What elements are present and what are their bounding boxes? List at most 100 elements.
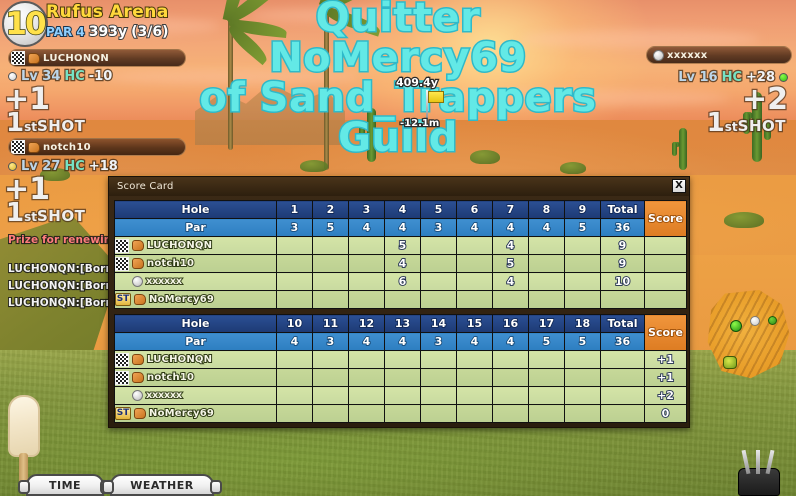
score-result-cell: 0 — [644, 404, 687, 423]
minimap-player-marker — [768, 316, 777, 325]
score-cell — [384, 350, 421, 369]
total-header: Total — [600, 200, 645, 219]
table-row[interactable]: LUCHONQN 5 4 9 — [114, 236, 687, 255]
score-header: Score — [644, 200, 687, 237]
chat-message: LUCHONQN:[Borracho — [8, 280, 140, 293]
handicap-label: HC — [63, 68, 86, 86]
table-row[interactable]: ST NoMercy69 0 — [114, 404, 687, 423]
score-cell — [312, 350, 349, 369]
golf-club-bag[interactable] — [728, 449, 790, 496]
score-cell — [564, 368, 601, 387]
score-cell — [492, 386, 529, 405]
player-name: notch10 — [146, 257, 195, 270]
table-row[interactable]: xxxxxx +2 — [114, 386, 687, 405]
score-cell — [312, 368, 349, 387]
score-cell — [276, 290, 313, 309]
time-button[interactable]: TIME — [18, 474, 112, 496]
chat-message: LUCHONQN:[Borracho — [8, 297, 140, 310]
score-cell — [528, 350, 565, 369]
weather-button[interactable]: WEATHER — [102, 474, 222, 496]
player-name: xxxxxx — [145, 275, 183, 288]
par-total: 36 — [600, 218, 645, 237]
handicap-label: HC — [63, 158, 86, 176]
score-cell — [564, 272, 601, 291]
score-cell — [348, 386, 385, 405]
player-score-luchonqn: +1 — [3, 81, 52, 119]
player-nameplate-luchonqn[interactable]: LUCHONQN — [8, 49, 186, 67]
bush — [300, 160, 328, 172]
par-label: PAR 4 — [45, 24, 86, 40]
shot-number: 1 — [5, 107, 26, 140]
flag-elevation: -12.1m — [399, 117, 441, 131]
hole-number-badge: 10 — [2, 1, 48, 47]
table-row[interactable]: notch10 +1 — [114, 368, 687, 387]
player-name-cell: notch10 — [114, 368, 277, 387]
hole-header-11: 11 — [312, 314, 349, 333]
hole-header-4: 4 — [384, 200, 421, 219]
time-button-label: TIME — [48, 478, 82, 492]
hole-header-row: Hole 10 11 12 13 14 15 16 17 18 Total Score — [114, 314, 687, 351]
score-cell — [456, 368, 493, 387]
par-value-5: 3 — [420, 218, 457, 237]
score-cell — [420, 254, 457, 273]
score-result-cell — [644, 272, 687, 291]
score-cell — [420, 386, 457, 405]
score-cell — [276, 368, 313, 387]
hole-header-3: 3 — [348, 200, 385, 219]
total-cell — [600, 350, 645, 369]
bush — [470, 150, 500, 164]
score-card-window[interactable]: Score Card X Hole 1 2 3 4 5 6 7 8 9 Total Score Par 3… — [108, 176, 690, 428]
player-nameplate-notch10[interactable]: notch10 — [8, 138, 186, 156]
table-row[interactable]: ST NoMercy69 — [114, 290, 687, 309]
score-cell: 4 — [384, 254, 421, 273]
table-row[interactable]: LUCHONQN +1 — [114, 350, 687, 369]
score-result-cell — [644, 290, 687, 309]
player-stats-luchonqn: Lv 34 HC -10 — [8, 68, 114, 86]
par-value-4: 4 — [384, 218, 421, 237]
player-badge-icon — [115, 370, 129, 385]
player-name: notch10 — [146, 371, 195, 384]
score-cell — [456, 272, 493, 291]
score-card-titlebar[interactable]: Score Card X — [109, 177, 689, 196]
player-nameplate-right[interactable]: xxxxxx — [646, 46, 792, 64]
shot-number: 1 — [5, 197, 26, 230]
score-cell — [384, 404, 421, 423]
score-cell — [456, 350, 493, 369]
score-cell — [564, 386, 601, 405]
score-cell — [456, 404, 493, 423]
par-value-8: 4 — [528, 218, 565, 237]
player-badge-icon — [115, 256, 129, 271]
table-row[interactable]: xxxxxx 6 4 10 — [114, 272, 687, 291]
hole-minimap[interactable] — [706, 290, 792, 380]
score-cell — [276, 386, 313, 405]
score-cell — [564, 350, 601, 369]
shot-word: SHOT — [36, 206, 86, 227]
total-cell — [600, 386, 645, 405]
shot-indicator-luchonqn: 1 st SHOT — [5, 107, 86, 140]
close-icon[interactable]: X — [672, 179, 686, 193]
score-result-cell: +1 — [644, 350, 687, 369]
hole-header-13: 13 — [384, 314, 421, 333]
par-value-14: 3 — [420, 332, 457, 351]
minimap-ball-marker — [750, 316, 760, 326]
palm-tree — [196, 0, 288, 150]
par-total: 36 — [600, 332, 645, 351]
par-value-6: 4 — [456, 218, 493, 237]
par-value-10: 4 — [276, 332, 313, 351]
cloud — [40, 18, 220, 34]
par-header-label: Par — [114, 332, 277, 351]
glove-icon — [28, 52, 40, 64]
score-cell — [528, 386, 565, 405]
par-value-11: 3 — [312, 332, 349, 351]
glove-icon — [132, 240, 144, 251]
player-badge-icon — [115, 352, 129, 367]
player-name: LUCHONQN — [146, 239, 213, 252]
shot-ordinal: st — [23, 119, 38, 136]
player-name-cell: ST NoMercy69 — [114, 404, 277, 423]
score-cell — [348, 272, 385, 291]
hole-header-5: 5 — [420, 200, 457, 219]
score-result-cell: +2 — [644, 386, 687, 405]
par-value-2: 5 — [312, 218, 349, 237]
table-row[interactable]: notch10 4 5 9 — [114, 254, 687, 273]
player-stats-notch10: Lv 27 HC +18 — [8, 158, 119, 176]
